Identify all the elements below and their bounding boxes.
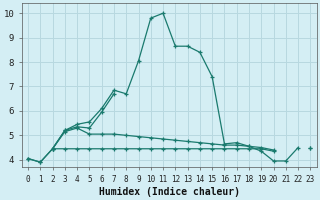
X-axis label: Humidex (Indice chaleur): Humidex (Indice chaleur) <box>99 186 240 197</box>
